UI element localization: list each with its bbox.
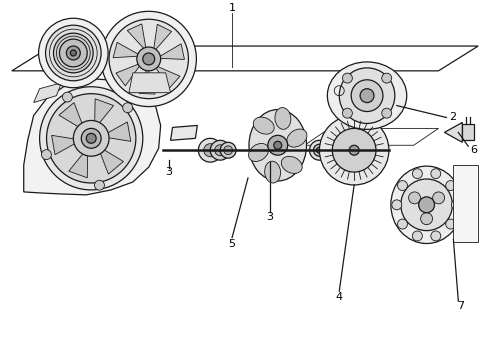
Text: 1: 1 (229, 3, 236, 13)
Circle shape (220, 142, 236, 158)
Text: 2: 2 (449, 112, 456, 122)
Polygon shape (59, 103, 85, 131)
Circle shape (317, 147, 322, 153)
Circle shape (47, 94, 136, 183)
Circle shape (382, 108, 392, 118)
Circle shape (137, 47, 161, 71)
Circle shape (397, 181, 408, 190)
Circle shape (431, 231, 441, 241)
Ellipse shape (275, 108, 291, 129)
Circle shape (39, 18, 108, 88)
Circle shape (433, 192, 444, 204)
Circle shape (53, 33, 93, 73)
Circle shape (122, 103, 133, 113)
Polygon shape (453, 165, 478, 242)
Circle shape (204, 144, 217, 157)
Circle shape (86, 133, 96, 143)
Ellipse shape (391, 166, 462, 243)
Polygon shape (24, 79, 161, 195)
Circle shape (409, 192, 420, 204)
Circle shape (59, 39, 87, 67)
Circle shape (42, 150, 51, 159)
Circle shape (46, 25, 101, 81)
Polygon shape (171, 125, 197, 140)
Polygon shape (69, 148, 88, 178)
Circle shape (74, 121, 109, 156)
Circle shape (343, 73, 352, 83)
Circle shape (392, 200, 402, 210)
Text: 6: 6 (471, 145, 478, 155)
Ellipse shape (253, 117, 274, 134)
Text: 3: 3 (165, 167, 172, 177)
Circle shape (81, 129, 101, 148)
Circle shape (451, 200, 461, 210)
Circle shape (413, 169, 422, 179)
Circle shape (431, 169, 441, 179)
Polygon shape (444, 122, 462, 142)
Circle shape (360, 89, 374, 103)
Ellipse shape (248, 143, 269, 162)
Circle shape (143, 53, 155, 65)
Circle shape (339, 68, 395, 123)
Polygon shape (98, 146, 123, 174)
Circle shape (109, 19, 189, 99)
Circle shape (101, 11, 196, 107)
Text: 5: 5 (229, 239, 236, 248)
Ellipse shape (265, 161, 281, 183)
Circle shape (401, 179, 452, 231)
Polygon shape (101, 122, 131, 141)
Ellipse shape (327, 62, 407, 129)
Circle shape (71, 50, 76, 56)
Circle shape (62, 92, 73, 102)
Polygon shape (127, 24, 147, 51)
Text: 7: 7 (457, 301, 464, 311)
Polygon shape (113, 42, 142, 58)
Circle shape (413, 231, 422, 241)
Circle shape (40, 87, 143, 190)
Polygon shape (95, 99, 114, 129)
Circle shape (268, 135, 288, 155)
Circle shape (420, 213, 433, 225)
Circle shape (349, 145, 359, 155)
Polygon shape (157, 44, 184, 59)
Text: 4: 4 (336, 292, 343, 302)
Circle shape (310, 140, 329, 160)
Circle shape (215, 145, 226, 156)
FancyBboxPatch shape (462, 125, 474, 140)
Circle shape (397, 219, 408, 229)
Circle shape (382, 73, 392, 83)
Polygon shape (51, 135, 81, 155)
Polygon shape (154, 65, 180, 88)
Circle shape (418, 197, 435, 213)
Circle shape (66, 46, 80, 60)
Circle shape (198, 138, 222, 162)
Polygon shape (116, 63, 142, 86)
Circle shape (274, 141, 282, 149)
Ellipse shape (287, 129, 307, 147)
Circle shape (224, 146, 232, 154)
Ellipse shape (249, 109, 307, 181)
Circle shape (446, 181, 456, 190)
Circle shape (351, 80, 383, 112)
Text: 3: 3 (266, 212, 273, 222)
Polygon shape (129, 73, 171, 93)
Ellipse shape (281, 156, 302, 174)
Circle shape (343, 108, 352, 118)
Polygon shape (153, 24, 172, 52)
Circle shape (95, 180, 104, 190)
Polygon shape (34, 83, 61, 103)
Circle shape (332, 129, 376, 172)
Polygon shape (139, 67, 155, 94)
Circle shape (319, 116, 389, 185)
Circle shape (314, 144, 325, 156)
Circle shape (210, 140, 230, 160)
Circle shape (446, 219, 456, 229)
